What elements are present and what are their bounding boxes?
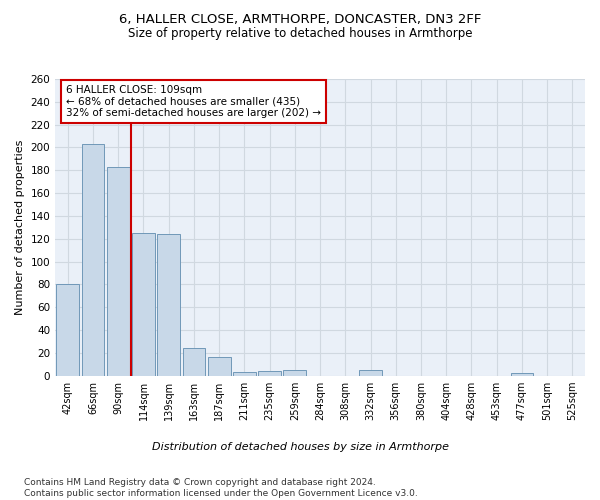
Bar [82, 144, 104, 376]
Y-axis label: Number of detached properties: Number of detached properties [15, 140, 25, 315]
Bar [511, 374, 533, 376]
Bar [233, 372, 256, 376]
Text: 6 HALLER CLOSE: 109sqm
← 68% of detached houses are smaller (435)
32% of semi-de: 6 HALLER CLOSE: 109sqm ← 68% of detached… [66, 85, 321, 118]
Bar [182, 348, 205, 376]
Text: Contains HM Land Registry data © Crown copyright and database right 2024.
Contai: Contains HM Land Registry data © Crown c… [24, 478, 418, 498]
Bar [157, 234, 180, 376]
Bar [107, 167, 130, 376]
Bar [258, 371, 281, 376]
Bar [208, 358, 230, 376]
Text: Size of property relative to detached houses in Armthorpe: Size of property relative to detached ho… [128, 28, 472, 40]
Bar [132, 233, 155, 376]
Bar [56, 284, 79, 376]
Text: Distribution of detached houses by size in Armthorpe: Distribution of detached houses by size … [151, 442, 449, 452]
Bar [283, 370, 306, 376]
Bar [359, 370, 382, 376]
Text: 6, HALLER CLOSE, ARMTHORPE, DONCASTER, DN3 2FF: 6, HALLER CLOSE, ARMTHORPE, DONCASTER, D… [119, 12, 481, 26]
